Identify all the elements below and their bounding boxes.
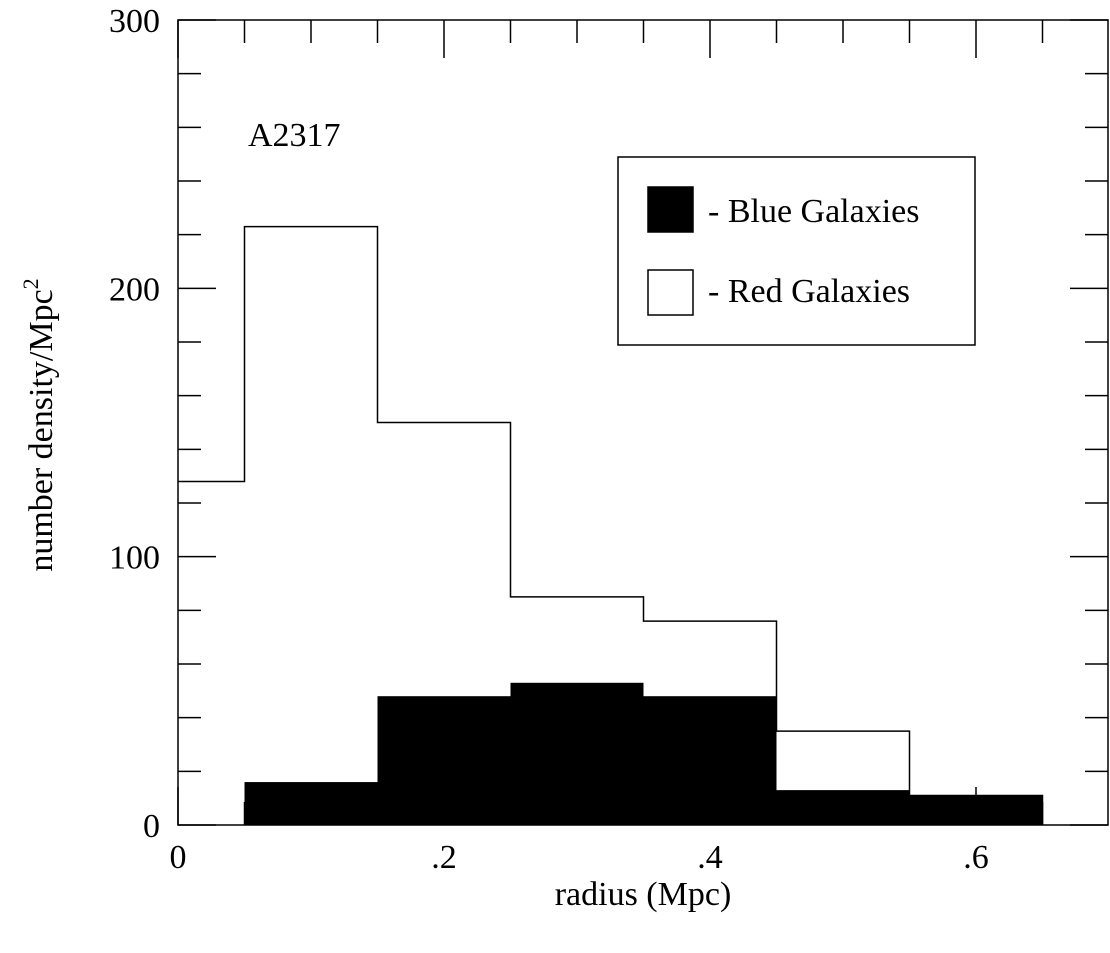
- x-tick-label: .6: [963, 839, 989, 876]
- x-tick-label: .2: [431, 839, 457, 876]
- x-tick-label: .4: [697, 839, 723, 876]
- y-axis-label-text: number density/Mpc: [23, 289, 60, 571]
- y-tick-label: 100: [109, 540, 160, 577]
- x-axis-label: radius (Mpc): [555, 876, 732, 913]
- y-tick-label: 0: [143, 808, 160, 845]
- legend-swatch-blue: [647, 186, 694, 233]
- x-tick-label: 0: [170, 839, 187, 876]
- legend-label-blue: - Blue Galaxies: [708, 193, 920, 230]
- x-tick-labels: 0 .2 .4 .6: [170, 839, 989, 876]
- y-tick-labels: 0 100 200 300: [109, 3, 160, 845]
- blue-galaxies-bar: [510, 682, 644, 825]
- y-tick-label: 300: [109, 3, 160, 40]
- plot-frame: [177, 19, 1109, 826]
- legend-label-red: - Red Galaxies: [708, 273, 910, 310]
- y-axis-label-superscript: 2: [18, 278, 43, 289]
- legend: - Blue Galaxies - Red Galaxies: [617, 156, 976, 346]
- red-galaxies-outline: [178, 225, 1044, 825]
- cluster-annotation: A2317: [248, 117, 341, 154]
- y-tick-label: 200: [109, 271, 160, 308]
- legend-box: [617, 156, 976, 346]
- legend-swatch-red: [647, 269, 694, 316]
- bars-layer: [178, 225, 1044, 825]
- y-axis-label: number density/Mpc2: [18, 278, 60, 571]
